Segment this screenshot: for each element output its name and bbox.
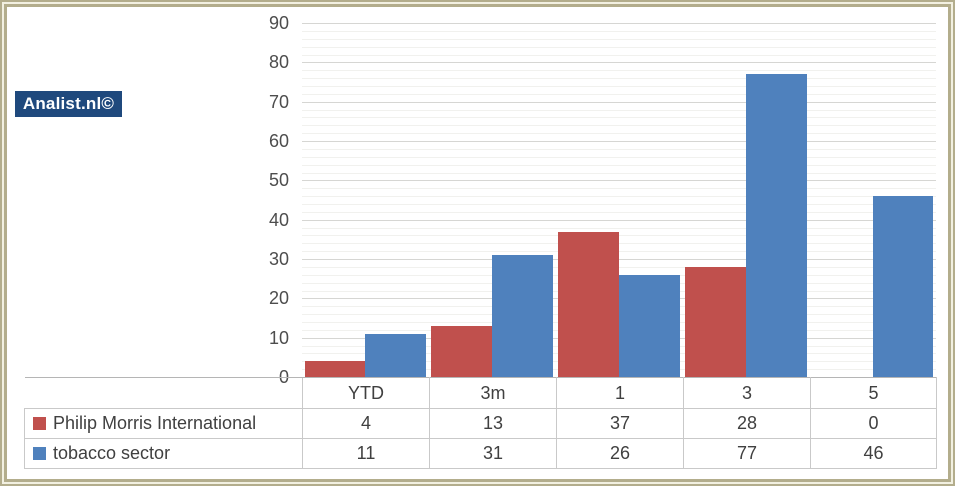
x-category-cell-ytd: YTD bbox=[302, 377, 430, 409]
gridline-minor-74 bbox=[302, 85, 936, 87]
gridline-minor-58 bbox=[302, 148, 936, 150]
legend-swatch-philip-morris-international bbox=[33, 417, 46, 430]
y-tick-label-20: 20 bbox=[268, 288, 289, 309]
value-cell-tobacco-sector-1: 26 bbox=[556, 438, 684, 469]
chart-canvas: Analist.nl© 0 10 20 30 40 50 60 70 80 90 YTD 3m 1 3 5… bbox=[4, 4, 951, 482]
table-corner bbox=[24, 377, 303, 409]
bar-group-1 bbox=[556, 23, 683, 377]
gridline-minor-28 bbox=[302, 266, 936, 268]
gridline-major-70 bbox=[302, 101, 936, 103]
gridline-major-60 bbox=[302, 141, 936, 142]
gridline-minor-54 bbox=[302, 164, 936, 166]
value-cell-tobacco-sector-3m: 31 bbox=[429, 438, 557, 469]
bar-tobacco-sector-ytd bbox=[365, 333, 427, 377]
gridline-minor-78 bbox=[302, 70, 936, 72]
x-category-cell-1: 1 bbox=[556, 377, 684, 409]
bar-group-3m bbox=[429, 23, 556, 377]
bar-philip-morris-international-ytd bbox=[304, 361, 366, 377]
value-cell-philip-morris-international-3m: 13 bbox=[429, 408, 557, 439]
bar-philip-morris-international-1 bbox=[558, 231, 619, 377]
bars-layer bbox=[302, 23, 936, 377]
gridline-minor-52 bbox=[302, 172, 936, 174]
gridline-minor-62 bbox=[302, 133, 936, 135]
y-tick-label-40: 40 bbox=[268, 209, 289, 230]
series-label-cell-tobacco-sector: tobacco sector bbox=[24, 438, 303, 469]
value-cell-tobacco-sector-3: 77 bbox=[683, 438, 811, 469]
bar-tobacco-sector-3m bbox=[492, 255, 554, 377]
gridline-minor-82 bbox=[302, 54, 936, 56]
gridline-major-30 bbox=[302, 259, 936, 260]
series-row-tobacco-sector: tobacco sector 11 31 26 77 46 bbox=[24, 438, 937, 469]
gridline-minor-46 bbox=[302, 196, 936, 198]
gridline-minor-44 bbox=[302, 203, 936, 205]
bar-group-5 bbox=[809, 23, 936, 377]
gridline-minor-66 bbox=[302, 117, 936, 119]
bar-philip-morris-international-3 bbox=[684, 266, 746, 377]
x-category-cell-5: 5 bbox=[810, 377, 937, 409]
bar-tobacco-sector-5 bbox=[872, 196, 934, 377]
value-cell-philip-morris-international-1: 37 bbox=[556, 408, 684, 439]
gridline-minor-56 bbox=[302, 156, 936, 158]
value-cell-tobacco-sector-5: 46 bbox=[810, 438, 937, 469]
gridline-major-50 bbox=[302, 180, 936, 182]
bar-tobacco-sector-1 bbox=[618, 274, 680, 377]
y-axis-labels: 0 10 20 30 40 50 60 70 80 90 bbox=[237, 13, 293, 387]
gridline-minor-76 bbox=[302, 78, 936, 80]
plot-area bbox=[302, 23, 936, 377]
gridline-minor-42 bbox=[302, 211, 936, 213]
gridline-minor-36 bbox=[302, 235, 936, 237]
value-cell-tobacco-sector-ytd: 11 bbox=[302, 438, 430, 469]
y-tick-label-50: 50 bbox=[268, 170, 289, 191]
bar-philip-morris-international-3m bbox=[431, 325, 493, 377]
y-tick-label-80: 80 bbox=[268, 52, 289, 73]
gridline-minor-88 bbox=[302, 30, 936, 32]
bar-tobacco-sector-3 bbox=[745, 74, 807, 377]
brand-logo: Analist.nl© bbox=[15, 91, 122, 117]
y-tick-label-10: 10 bbox=[268, 327, 289, 348]
gridline-minor-84 bbox=[302, 46, 936, 48]
value-cell-philip-morris-international-5: 0 bbox=[810, 408, 937, 439]
bar-group-ytd bbox=[302, 23, 429, 377]
gridline-minor-72 bbox=[302, 93, 936, 95]
series-row-philip-morris-international: Philip Morris International 4 13 37 28 0 bbox=[24, 408, 937, 439]
gridline-minor-48 bbox=[302, 188, 936, 190]
category-row: YTD 3m 1 3 5 bbox=[24, 377, 937, 409]
gridline-minor-64 bbox=[302, 125, 936, 127]
gridline-major-90 bbox=[302, 23, 936, 24]
y-tick-label-30: 30 bbox=[268, 249, 289, 269]
gridline-minor-38 bbox=[302, 227, 936, 229]
value-cell-philip-morris-international-3: 28 bbox=[683, 408, 811, 439]
gridline-minor-34 bbox=[302, 243, 936, 245]
legend-swatch-tobacco-sector bbox=[33, 447, 46, 460]
series-name: tobacco sector bbox=[53, 443, 171, 463]
series-label-cell-philip-morris-international: Philip Morris International bbox=[24, 408, 303, 439]
x-category-cell-3: 3 bbox=[683, 377, 811, 409]
series-name: Philip Morris International bbox=[53, 413, 257, 433]
y-tick-label-60: 60 bbox=[268, 131, 289, 151]
y-tick-label-70: 70 bbox=[268, 91, 289, 112]
x-category-cell-3m: 3m bbox=[429, 377, 557, 409]
gridline-major-80 bbox=[302, 62, 936, 64]
value-cell-philip-morris-international-ytd: 4 bbox=[302, 408, 430, 439]
gridline-minor-68 bbox=[302, 109, 936, 111]
gridline-minor-86 bbox=[302, 38, 936, 40]
data-table: YTD 3m 1 3 5 Philip Morris International 4 13 37… bbox=[24, 377, 937, 469]
gridline-minor-32 bbox=[302, 251, 936, 253]
y-tick-label-90: 90 bbox=[268, 13, 289, 33]
bar-group-3 bbox=[682, 23, 809, 377]
gridline-major-40 bbox=[302, 219, 936, 221]
